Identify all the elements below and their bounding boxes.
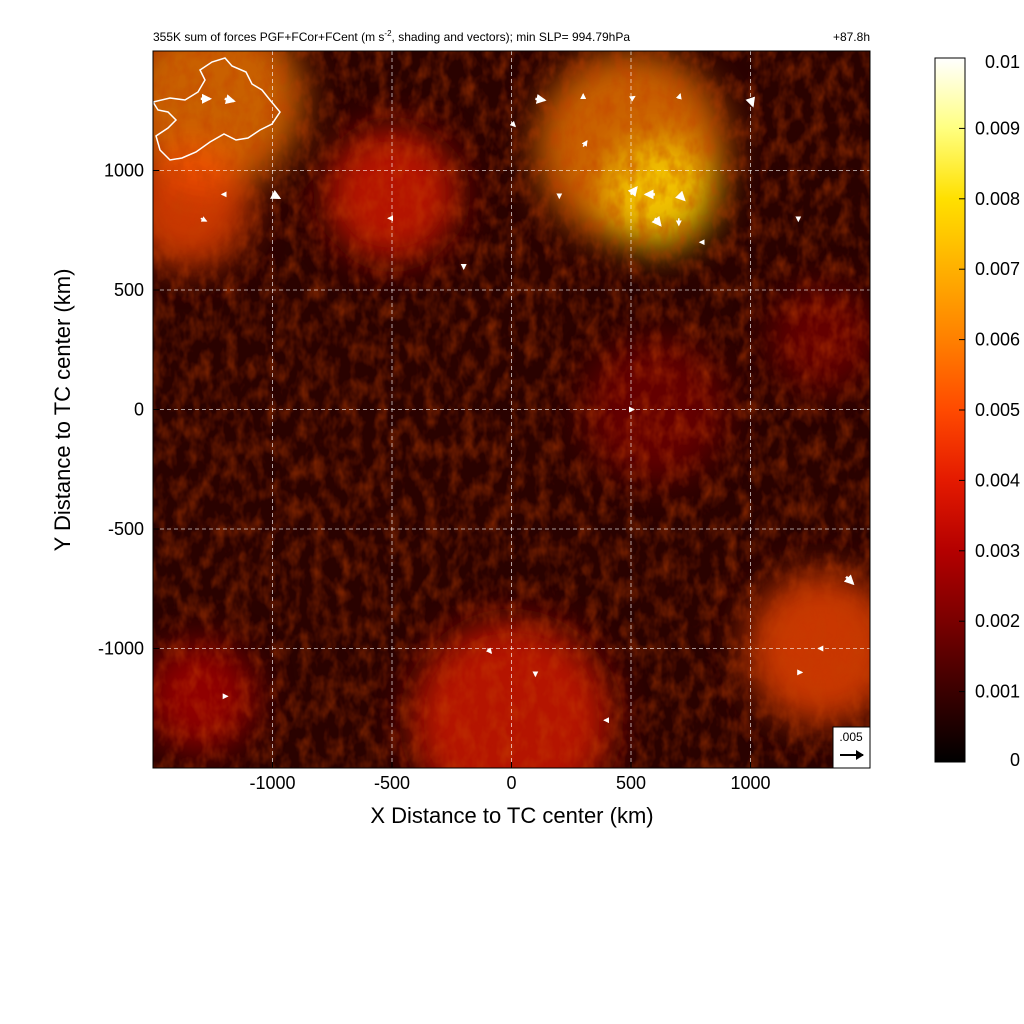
force-vector-3	[200, 216, 208, 222]
x-tick-label-2: 0	[506, 773, 516, 793]
force-vector-13	[745, 96, 756, 108]
colorbar-tick-label-1: 0.001	[975, 682, 1020, 702]
reference-vector-label: .005	[839, 730, 863, 744]
force-vector-4	[535, 94, 547, 104]
colorbar-tick-label-8: 0.008	[975, 189, 1020, 209]
y-axis-label: Y Distance to TC center (km)	[50, 269, 75, 552]
y-tick-label-2: 0	[134, 400, 144, 420]
y-tick-label-3: 500	[114, 280, 144, 300]
plot-area	[153, 51, 870, 768]
x-axis: -1000 -500 0 500 1000	[249, 762, 771, 793]
y-tick-label-1: -500	[108, 519, 144, 539]
y-tick-label-0: -1000	[98, 639, 144, 659]
force-vectors	[200, 92, 855, 724]
force-vector-17	[485, 647, 493, 655]
force-vector-1	[224, 94, 236, 105]
reference-vector-arrowhead	[856, 750, 864, 760]
x-tick-label-4: 1000	[730, 773, 770, 793]
colorbar-tick-label-6: 0.006	[975, 330, 1020, 350]
force-vector-11	[651, 215, 662, 227]
x-axis-label: X Distance to TC center (km)	[370, 803, 653, 828]
colorbar-tick-label-5: 0.005	[975, 400, 1020, 420]
reference-vector-box	[832, 726, 871, 769]
force-vector-10	[675, 190, 686, 202]
x-tick-label-0: -1000	[249, 773, 295, 793]
reference-vector: .005	[832, 726, 871, 769]
colorbar-tick-label-10: 0.01	[985, 52, 1020, 72]
x-tick-label-1: -500	[374, 773, 410, 793]
y-axis: -1000 -500 0 500 1000	[98, 161, 159, 659]
time-label: +87.8h	[833, 30, 870, 44]
force-vector-2	[269, 189, 282, 200]
coastline-outline	[153, 57, 281, 161]
x-tick-label-3: 500	[616, 773, 646, 793]
force-vector-7	[629, 95, 636, 102]
force-vector-15	[675, 93, 682, 100]
colorbar-ticks: 0 0.001 0.002 0.003 0.004 0.005 0.006 0.007 0.00…	[959, 52, 1020, 770]
force-vector-5	[509, 120, 517, 128]
colorbar-tick-label-7: 0.007	[975, 259, 1020, 279]
y-tick-label-4: 1000	[104, 161, 144, 181]
colorbar: 0 0.001 0.002 0.003 0.004 0.005 0.006 0.007 0.00…	[934, 52, 1020, 770]
colorbar-tick-label-3: 0.003	[975, 541, 1020, 561]
chart-title: 355K sum of forces PGF+FCor+FCent (m s-2…	[153, 29, 630, 44]
force-vector-8	[627, 185, 638, 197]
force-vector-19	[843, 574, 855, 586]
colorbar-tick-label-9: 0.009	[975, 118, 1020, 138]
colorbar-tick-label-4: 0.004	[975, 470, 1020, 490]
colorbar-tick-label-2: 0.002	[975, 611, 1020, 631]
force-vector-6	[581, 140, 588, 148]
colorbar-tick-label-0: 0	[1010, 750, 1020, 770]
